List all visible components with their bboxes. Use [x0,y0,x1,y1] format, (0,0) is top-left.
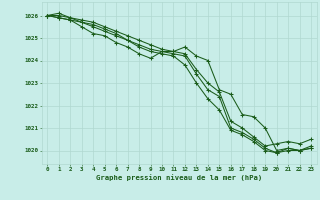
X-axis label: Graphe pression niveau de la mer (hPa): Graphe pression niveau de la mer (hPa) [96,175,262,181]
